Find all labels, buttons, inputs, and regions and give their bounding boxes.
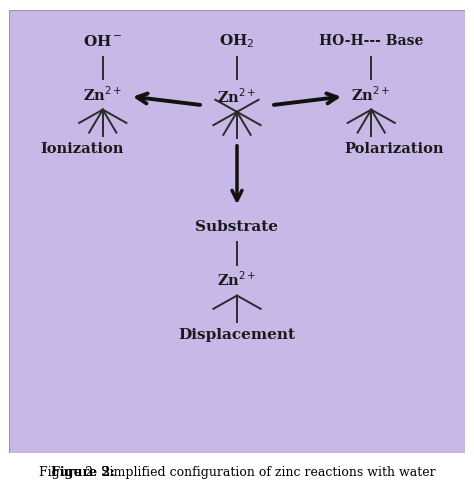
Text: Zn$^{2+}$: Zn$^{2+}$ bbox=[83, 85, 122, 104]
Text: Ionization: Ionization bbox=[41, 142, 124, 156]
Text: OH$_2$: OH$_2$ bbox=[219, 32, 255, 50]
Text: Polarization: Polarization bbox=[344, 142, 444, 156]
Text: OH$^-$: OH$^-$ bbox=[83, 34, 123, 49]
Text: Figure 2: Simplified configuration of zinc reactions with water: Figure 2: Simplified configuration of zi… bbox=[39, 466, 435, 479]
Text: Zn$^{2+}$: Zn$^{2+}$ bbox=[217, 87, 257, 106]
Text: Zn$^{2+}$: Zn$^{2+}$ bbox=[217, 271, 257, 289]
FancyBboxPatch shape bbox=[9, 10, 465, 453]
Text: Figure 2:: Figure 2: bbox=[51, 466, 115, 479]
Text: Zn$^{2+}$: Zn$^{2+}$ bbox=[352, 85, 391, 104]
Text: Displacement: Displacement bbox=[179, 328, 295, 343]
Text: Substrate: Substrate bbox=[195, 220, 279, 234]
Text: HO-H--- Base: HO-H--- Base bbox=[319, 34, 423, 48]
